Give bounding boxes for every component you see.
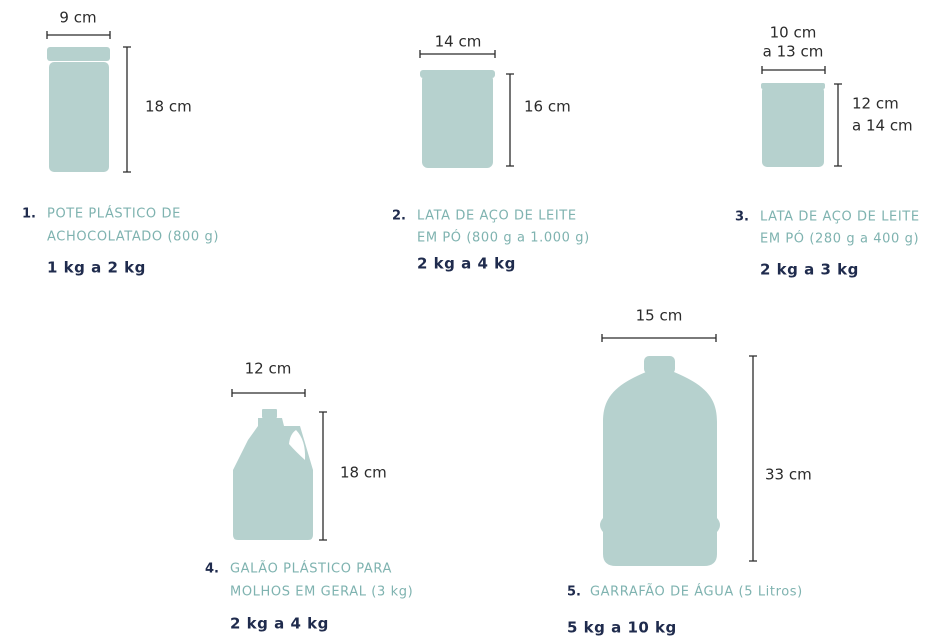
height-label: 18 cm	[145, 98, 192, 116]
item-2: 14 cm 16 cm 2. LATA DE AÇO DE LEITE EM P…	[392, 33, 590, 273]
item-weight: 2 kg a 4 kg	[230, 615, 329, 633]
item-weight: 2 kg a 4 kg	[417, 255, 516, 273]
can-body	[762, 86, 824, 167]
item-name: ACHOCOLATADO (800 g)	[47, 230, 219, 245]
width-ruler	[231, 389, 306, 397]
item-weight: 1 kg a 2 kg	[47, 259, 146, 277]
item-number: 1.	[22, 207, 36, 222]
width-label: 12 cm	[245, 360, 292, 378]
height-ruler	[123, 46, 131, 173]
jar-body	[49, 62, 109, 172]
height-ruler	[319, 411, 327, 541]
item-weight: 5 kg a 10 kg	[567, 619, 677, 636]
item-number: 5.	[567, 585, 581, 600]
width-label: 15 cm	[636, 307, 683, 325]
item-name: POTE PLÁSTICO DE	[47, 206, 181, 222]
height-label: 12 cm	[852, 95, 899, 113]
can-body	[422, 74, 493, 168]
bottle-cap	[644, 356, 675, 374]
item-1: 9 cm 18 cm 1. POTE PLÁSTICO DE ACHOCOLAT…	[22, 9, 219, 277]
item-number: 2.	[392, 209, 406, 224]
item-weight: 2 kg a 3 kg	[760, 261, 859, 279]
width-ruler	[601, 334, 717, 342]
height-label: a 14 cm	[852, 117, 913, 135]
item-name: GARRAFÃO DE ÁGUA (5 Litros)	[590, 584, 803, 600]
item-5: 15 cm 33 cm 5. GARRAFÃO DE ÁGUA (5 Litro…	[567, 307, 812, 636]
height-label: 33 cm	[765, 466, 812, 484]
item-name: EM PÓ (800 g a 1.000 g)	[417, 230, 590, 246]
width-ruler	[46, 31, 111, 39]
width-label: 10 cm	[770, 24, 817, 42]
jar-lid	[47, 47, 110, 61]
height-ruler	[506, 73, 514, 167]
height-label: 18 cm	[340, 464, 387, 482]
item-name: MOLHOS EM GERAL (3 kg)	[230, 585, 413, 600]
item-name: LATA DE AÇO DE LEITE	[760, 210, 920, 225]
item-3: 10 cm a 13 cm 12 cm a 14 cm 3. LATA DE A…	[735, 24, 920, 279]
height-ruler	[749, 355, 757, 562]
jug-handle	[289, 430, 306, 460]
width-ruler	[761, 66, 826, 74]
height-ruler	[834, 83, 842, 167]
item-name: LATA DE AÇO DE LEITE	[417, 209, 577, 224]
jug-body	[233, 418, 313, 540]
height-label: 16 cm	[524, 98, 571, 116]
width-ruler	[419, 50, 496, 58]
item-name: GALÃO PLÁSTICO PARA	[230, 561, 392, 577]
item-name: EM PÓ (280 g a 400 g)	[760, 231, 919, 247]
item-4: 12 cm 18 cm 4. GALÃO PLÁSTICO PARA MOLHO…	[205, 360, 413, 633]
item-number: 3.	[735, 210, 749, 225]
width-label: 14 cm	[435, 33, 482, 51]
width-label: a 13 cm	[763, 43, 824, 61]
item-number: 4.	[205, 562, 219, 577]
width-label: 9 cm	[59, 9, 96, 27]
jug-cap	[262, 409, 277, 418]
bottle-body	[600, 372, 720, 566]
